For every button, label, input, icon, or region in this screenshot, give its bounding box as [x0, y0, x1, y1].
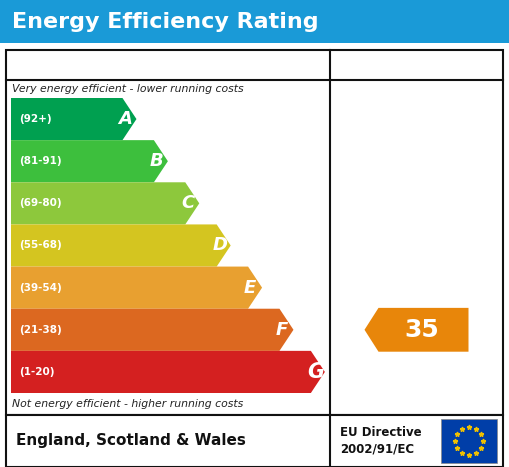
Text: B: B	[150, 152, 163, 170]
Text: (21-38): (21-38)	[19, 325, 62, 335]
Text: A: A	[119, 110, 132, 128]
Text: (39-54): (39-54)	[19, 283, 62, 293]
Text: (81-91): (81-91)	[19, 156, 62, 166]
Text: (55-68): (55-68)	[19, 241, 62, 250]
Text: Energy Efficiency Rating: Energy Efficiency Rating	[12, 12, 319, 31]
Polygon shape	[11, 225, 231, 267]
Text: 2002/91/EC: 2002/91/EC	[340, 443, 414, 455]
Text: G: G	[307, 362, 324, 382]
Text: (69-80): (69-80)	[19, 198, 62, 208]
Text: Not energy efficient - higher running costs: Not energy efficient - higher running co…	[12, 399, 243, 409]
Text: E: E	[244, 279, 257, 297]
Polygon shape	[11, 182, 199, 225]
Polygon shape	[11, 98, 136, 140]
Polygon shape	[11, 267, 262, 309]
Bar	[441, 419, 497, 463]
Text: EU Directive: EU Directive	[340, 426, 421, 439]
Text: (92+): (92+)	[19, 114, 51, 124]
Text: D: D	[213, 236, 228, 255]
Bar	[6, 415, 503, 467]
Polygon shape	[11, 309, 294, 351]
Text: (1-20): (1-20)	[19, 367, 54, 377]
Bar	[6, 50, 503, 415]
Polygon shape	[364, 308, 468, 352]
Text: England, Scotland & Wales: England, Scotland & Wales	[16, 433, 246, 448]
Bar	[0, 0, 509, 43]
Text: Very energy efficient - lower running costs: Very energy efficient - lower running co…	[12, 84, 244, 94]
Polygon shape	[11, 351, 325, 393]
Text: C: C	[181, 194, 194, 212]
Text: F: F	[275, 321, 288, 339]
Text: 35: 35	[404, 318, 439, 342]
Polygon shape	[11, 140, 168, 182]
